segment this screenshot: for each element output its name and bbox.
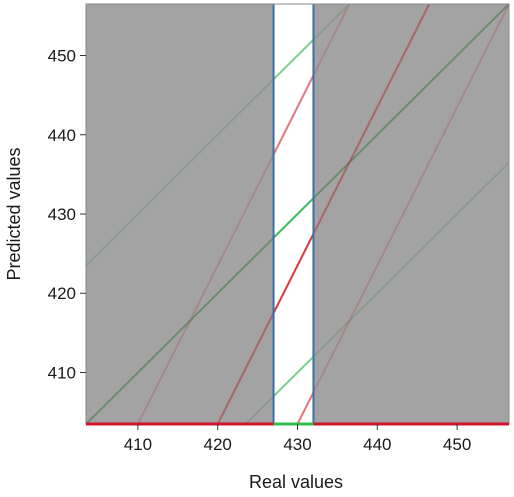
x-tick-label-1: 410 xyxy=(124,435,152,454)
x-tick-label-5: 450 xyxy=(443,435,471,454)
y-axis-label: Predicted values xyxy=(4,147,24,280)
x-tick-label-4: 440 xyxy=(363,435,391,454)
series-band-segment-1 xyxy=(272,197,315,239)
y-tick-label-4: 440 xyxy=(48,126,76,145)
y-tick-label-2: 420 xyxy=(48,284,76,303)
series-band-segment-2 xyxy=(272,38,315,80)
series-line-6 xyxy=(296,4,509,424)
y-tick-label-5: 450 xyxy=(48,47,76,66)
highlight-band xyxy=(273,4,314,424)
series-band-segment-3 xyxy=(272,355,315,397)
x-tick-label-3: 430 xyxy=(283,435,311,454)
band-highlight-group xyxy=(272,38,315,425)
x-axis-label: Real values xyxy=(249,472,343,492)
x-tick-label-2: 420 xyxy=(204,435,232,454)
series-band-segment-4 xyxy=(272,233,315,314)
y-tick-label-3: 430 xyxy=(48,205,76,224)
series-band-segment-6 xyxy=(296,391,315,425)
y-tick-label-1: 410 xyxy=(48,363,76,382)
series-band-segment-5 xyxy=(272,74,315,156)
